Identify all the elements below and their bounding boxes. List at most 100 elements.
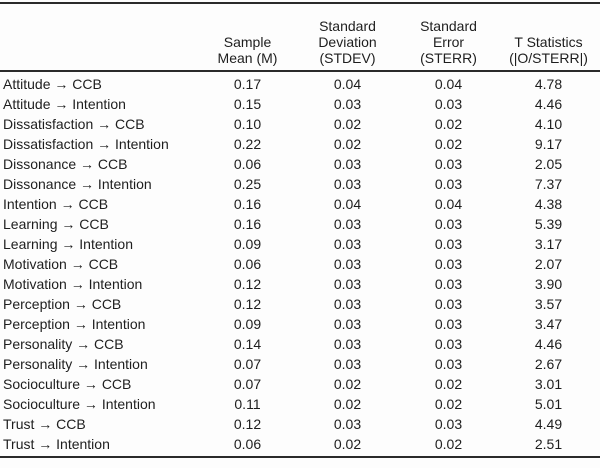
path-cell: Dissatisfaction → CCB	[3, 116, 145, 132]
mean-cell: 0.12	[233, 296, 262, 312]
stdev-cell: 0.02	[333, 376, 362, 392]
table-header-row: Sample Mean (M) Standard Deviation (STDE…	[0, 4, 600, 70]
sterr-cell: 0.03	[434, 236, 463, 252]
tstat-cell: 2.67	[534, 356, 563, 372]
mean-cell: 0.07	[233, 356, 262, 372]
table-row: Socioculture → CCB 0.07 0.02 0.02 3.01	[0, 374, 600, 394]
path-cell: Motivation → CCB	[3, 256, 119, 272]
path-cell: Attitude → Intention	[3, 96, 126, 112]
stdev-cell: 0.03	[333, 256, 362, 272]
stdev-cell: 0.02	[333, 136, 362, 152]
sterr-cell: 0.02	[434, 136, 463, 152]
sterr-cell: 0.03	[434, 96, 463, 112]
mean-cell: 0.09	[233, 316, 262, 332]
mean-cell: 0.25	[233, 176, 262, 192]
table-row: Perception → Intention 0.09 0.03 0.03 3.…	[0, 314, 600, 334]
tstat-cell: 2.07	[534, 256, 563, 272]
tstat-cell: 5.39	[534, 216, 563, 232]
mean-cell: 0.14	[233, 336, 262, 352]
sterr-cell: 0.04	[434, 76, 463, 92]
stdev-cell: 0.03	[333, 236, 362, 252]
sterr-cell: 0.02	[434, 376, 463, 392]
sterr-cell: 0.03	[434, 336, 463, 352]
stdev-cell: 0.03	[333, 316, 362, 332]
path-cell: Learning → CCB	[3, 216, 109, 232]
table-header-rule	[0, 70, 600, 72]
column-header-sample-mean: Sample Mean (M)	[200, 34, 295, 70]
tstat-cell: 4.49	[534, 416, 563, 432]
column-header-standard-deviation: Standard Deviation (STDEV)	[295, 18, 400, 70]
table-row: Motivation → Intention 0.12 0.03 0.03 3.…	[0, 274, 600, 294]
stdev-cell: 0.03	[333, 416, 362, 432]
table-row: Attitude → Intention 0.15 0.03 0.03 4.46	[0, 94, 600, 114]
table-row: Attitude → CCB 0.17 0.04 0.04 4.78	[0, 74, 600, 94]
tstat-cell: 4.38	[534, 196, 563, 212]
tstat-cell: 4.46	[534, 96, 563, 112]
path-cell: Dissonance → Intention	[3, 176, 152, 192]
stdev-cell: 0.03	[333, 176, 362, 192]
table-row: Trust → Intention 0.06 0.02 0.02 2.51	[0, 434, 600, 454]
table-row: Dissatisfaction → Intention 0.22 0.02 0.…	[0, 134, 600, 154]
sterr-cell: 0.03	[434, 156, 463, 172]
tstat-cell: 7.37	[534, 176, 563, 192]
tstat-cell: 3.47	[534, 316, 563, 332]
table-row: Dissatisfaction → CCB 0.10 0.02 0.02 4.1…	[0, 114, 600, 134]
tstat-cell: 3.17	[534, 236, 563, 252]
table-row: Perception → CCB 0.12 0.03 0.03 3.57	[0, 294, 600, 314]
mean-cell: 0.16	[233, 216, 262, 232]
mean-cell: 0.15	[233, 96, 262, 112]
stdev-cell: 0.03	[333, 216, 362, 232]
tstat-cell: 4.10	[534, 116, 563, 132]
path-cell: Trust → Intention	[3, 436, 110, 452]
tstat-cell: 4.46	[534, 336, 563, 352]
path-cell: Learning → Intention	[3, 236, 133, 252]
path-cell: Motivation → Intention	[3, 276, 143, 292]
tstat-cell: 4.78	[534, 76, 563, 92]
sterr-cell: 0.03	[434, 176, 463, 192]
table-row: Learning → Intention 0.09 0.03 0.03 3.17	[0, 234, 600, 254]
sterr-cell: 0.02	[434, 436, 463, 452]
table-row: Dissonance → CCB 0.06 0.03 0.03 2.05	[0, 154, 600, 174]
tstat-cell: 9.17	[534, 136, 563, 152]
sterr-cell: 0.03	[434, 356, 463, 372]
stdev-cell: 0.04	[333, 196, 362, 212]
table-row: Personality → CCB 0.14 0.03 0.03 4.46	[0, 334, 600, 354]
stdev-cell: 0.03	[333, 336, 362, 352]
table-row: Motivation → CCB 0.06 0.03 0.03 2.07	[0, 254, 600, 274]
table-row: Learning → CCB 0.16 0.03 0.03 5.39	[0, 214, 600, 234]
tstat-cell: 2.05	[534, 156, 563, 172]
sterr-cell: 0.03	[434, 256, 463, 272]
mean-cell: 0.12	[233, 416, 262, 432]
path-cell: Personality → Intention	[3, 356, 148, 372]
path-cell: Dissatisfaction → Intention	[3, 136, 169, 152]
column-header-standard-error-label: Standard Error (STERR)	[420, 18, 477, 66]
column-header-sample-mean-label: Sample Mean (M)	[217, 34, 278, 66]
stdev-cell: 0.03	[333, 296, 362, 312]
column-header-standard-error: Standard Error (STERR)	[400, 18, 497, 70]
table-bottom-rule	[0, 456, 600, 458]
mean-cell: 0.10	[233, 116, 262, 132]
mean-cell: 0.16	[233, 196, 262, 212]
sterr-cell: 0.03	[434, 276, 463, 292]
table-row: Trust → CCB 0.12 0.03 0.03 4.49	[0, 414, 600, 434]
column-header-t-statistics: T Statistics (|O/STERR|)	[497, 34, 600, 70]
stdev-cell: 0.02	[333, 116, 362, 132]
sterr-cell: 0.02	[434, 396, 463, 412]
table-row: Personality → Intention 0.07 0.03 0.03 2…	[0, 354, 600, 374]
table-body: Attitude → CCB 0.17 0.04 0.04 4.78 Attit…	[0, 72, 600, 456]
sterr-cell: 0.02	[434, 116, 463, 132]
path-cell: Socioculture → CCB	[3, 376, 132, 392]
path-cell: Dissonance → CCB	[3, 156, 128, 172]
mean-cell: 0.17	[233, 76, 262, 92]
path-cell: Socioculture → Intention	[3, 396, 156, 412]
sterr-cell: 0.03	[434, 296, 463, 312]
stdev-cell: 0.03	[333, 356, 362, 372]
table-row: Dissonance → Intention 0.25 0.03 0.03 7.…	[0, 174, 600, 194]
tstat-cell: 3.01	[534, 376, 563, 392]
path-cell: Perception → Intention	[3, 316, 146, 332]
tstat-cell: 5.01	[534, 396, 563, 412]
column-header-standard-deviation-label: Standard Deviation (STDEV)	[318, 18, 377, 66]
mean-cell: 0.11	[234, 396, 261, 412]
path-cell: Perception → CCB	[3, 296, 122, 312]
